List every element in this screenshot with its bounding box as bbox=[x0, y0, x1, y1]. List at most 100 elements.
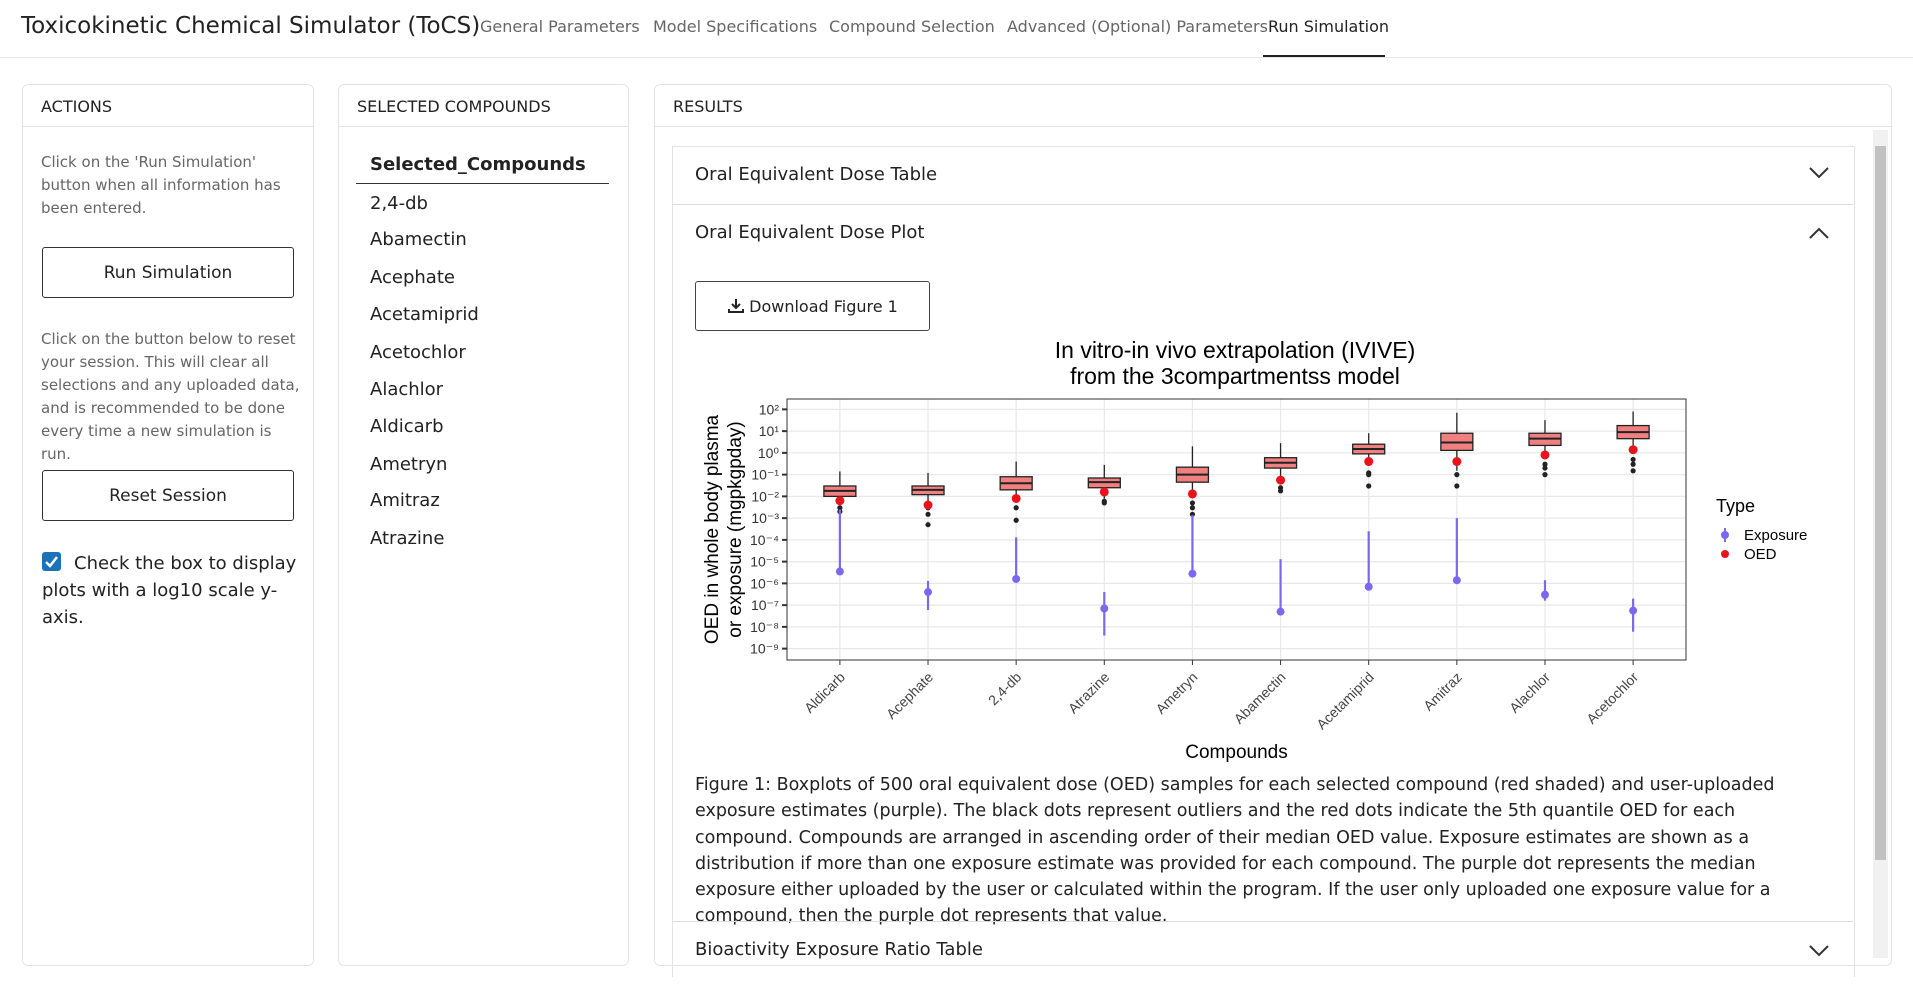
chevron-down bbox=[1809, 945, 1829, 957]
compound-row: Aldicarb bbox=[370, 416, 444, 437]
outlier bbox=[1366, 472, 1372, 478]
tab[interactable]: Advanced (Optional) Parameters bbox=[1007, 17, 1268, 36]
x-tick-label: Ametryn bbox=[1152, 669, 1200, 717]
panel-heading: ACTIONS bbox=[23, 85, 313, 127]
compound-row: Acetochlor bbox=[370, 342, 466, 363]
y-tick-label: 10⁻⁶ bbox=[750, 575, 779, 591]
panel-heading: RESULTS bbox=[655, 85, 1891, 127]
exposure-point bbox=[1452, 576, 1461, 585]
outlier bbox=[837, 505, 843, 511]
x-tick-label: Abamectin bbox=[1231, 669, 1289, 727]
outlier bbox=[1454, 472, 1460, 478]
x-tick-label: Atrazine bbox=[1065, 669, 1113, 717]
outlier bbox=[1630, 461, 1636, 467]
legend-key bbox=[1721, 550, 1729, 558]
chevron-down bbox=[1809, 167, 1829, 179]
oed-point bbox=[1628, 445, 1638, 455]
compound-row: Alachlor bbox=[370, 379, 444, 400]
exposure-point bbox=[1629, 606, 1638, 615]
oed-point bbox=[1364, 457, 1374, 467]
compound-row: Acetamiprid bbox=[370, 304, 479, 325]
oed-point bbox=[1452, 457, 1462, 467]
accordion-header[interactable]: Oral Equivalent Dose Table bbox=[695, 164, 938, 185]
tab-underline bbox=[1263, 55, 1385, 57]
column-rule bbox=[356, 183, 609, 184]
y-axis-title: or exposure (mgpkgpday) bbox=[725, 421, 746, 638]
x-tick-label: Acetamiprid bbox=[1313, 669, 1377, 733]
y-tick-label: 10⁻⁵ bbox=[750, 554, 779, 570]
chevron-up bbox=[1809, 227, 1829, 239]
exposure-point bbox=[1188, 569, 1197, 578]
compound-row: Ametryn bbox=[370, 454, 448, 475]
outlier bbox=[1630, 468, 1636, 474]
compound-row: Amitraz bbox=[370, 490, 440, 511]
y-tick-label: 10⁻⁸ bbox=[750, 619, 779, 635]
column-header: Selected_Compounds bbox=[370, 154, 586, 175]
accordion-header[interactable]: Bioactivity Exposure Ratio Table bbox=[695, 939, 983, 960]
exposure-point bbox=[1364, 582, 1373, 591]
reset-help: Click on the button below to reset your … bbox=[41, 330, 300, 463]
outlier bbox=[1189, 500, 1196, 506]
check-icon bbox=[45, 556, 58, 568]
y-tick-label: 10⁻² bbox=[751, 488, 779, 504]
x-tick-label: Amitraz bbox=[1420, 669, 1465, 714]
header-border bbox=[0, 57, 1913, 58]
log-checkbox[interactable] bbox=[42, 552, 61, 571]
outlier bbox=[1189, 505, 1196, 511]
y-tick-label: 10¹ bbox=[759, 423, 780, 439]
figure-caption: Figure 1: Boxplots of 500 oral equivalen… bbox=[695, 775, 1775, 927]
outlier bbox=[1013, 517, 1019, 523]
outlier bbox=[1542, 461, 1548, 467]
download-icon bbox=[728, 299, 745, 313]
compound-row: 2,4-db bbox=[370, 193, 428, 214]
download-button[interactable]: Download Figure 1 bbox=[695, 281, 930, 331]
outlier bbox=[1189, 511, 1196, 517]
chart: 10⁻⁹ 10⁻⁸ 10⁻⁷ 10⁻⁶ 10⁻⁵ 10⁻⁴ 10⁻³ 10⁻² 10⁻¹ 10⁰ 1… bbox=[702, 337, 1807, 763]
scrollbar-thumb[interactable] bbox=[1875, 146, 1886, 860]
compound-row: Abamectin bbox=[370, 229, 467, 250]
compound-row: Atrazine bbox=[370, 528, 445, 549]
run-button[interactable]: Run Simulation bbox=[42, 247, 294, 298]
outlier bbox=[1366, 483, 1372, 489]
y-tick-label: 10⁻⁷ bbox=[751, 597, 779, 613]
outlier bbox=[1277, 488, 1284, 494]
exposure-point bbox=[1276, 607, 1285, 616]
oed-point bbox=[1276, 475, 1286, 485]
divider bbox=[672, 921, 1853, 922]
x-tick-label: Aldicarb bbox=[801, 669, 848, 716]
y-tick-label: 10⁻⁹ bbox=[750, 641, 779, 657]
legend-label: Exposure bbox=[1744, 527, 1807, 544]
tab[interactable]: Model Specifications bbox=[653, 17, 818, 36]
oed-point bbox=[1011, 493, 1021, 503]
log-checkbox-label: Check the box to display plots with a lo… bbox=[42, 553, 297, 628]
exposure-point bbox=[1540, 590, 1549, 599]
tab[interactable]: Compound Selection bbox=[829, 17, 995, 36]
plot-border bbox=[786, 398, 1687, 661]
x-axis-title: Compounds bbox=[1185, 742, 1287, 763]
tab-active[interactable]: Run Simulation bbox=[1268, 17, 1389, 36]
app-title: Toxicokinetic Chemical Simulator (ToCS) bbox=[21, 13, 481, 39]
reset-button[interactable]: Reset Session bbox=[42, 470, 294, 521]
chart-title: from the 3compartmentss model bbox=[1070, 363, 1400, 389]
oed-point bbox=[1187, 489, 1197, 499]
accordion bbox=[672, 146, 1855, 977]
outlier bbox=[1454, 483, 1460, 489]
tab[interactable]: General Parameters bbox=[480, 17, 640, 36]
outlier bbox=[1542, 465, 1548, 471]
y-tick-label: 10² bbox=[759, 401, 780, 417]
run-help: Click on the 'Run Simulation' button whe… bbox=[41, 153, 281, 217]
y-axis-title: OED in whole body plasma bbox=[702, 414, 723, 644]
x-tick-label: Alachlor bbox=[1506, 669, 1553, 716]
exposure-point bbox=[1012, 574, 1021, 583]
accordion-header[interactable]: Oral Equivalent Dose Plot bbox=[695, 222, 925, 243]
y-tick-label: 10⁻⁴ bbox=[750, 532, 779, 548]
legend-label: OED bbox=[1744, 546, 1777, 563]
oed-point bbox=[835, 496, 845, 506]
y-tick-label: 10⁰ bbox=[758, 445, 780, 461]
oed-point bbox=[1099, 487, 1109, 497]
panel-heading: SELECTED COMPOUNDS bbox=[339, 85, 628, 127]
oed-point bbox=[1540, 450, 1550, 460]
exposure-point bbox=[1100, 604, 1109, 613]
